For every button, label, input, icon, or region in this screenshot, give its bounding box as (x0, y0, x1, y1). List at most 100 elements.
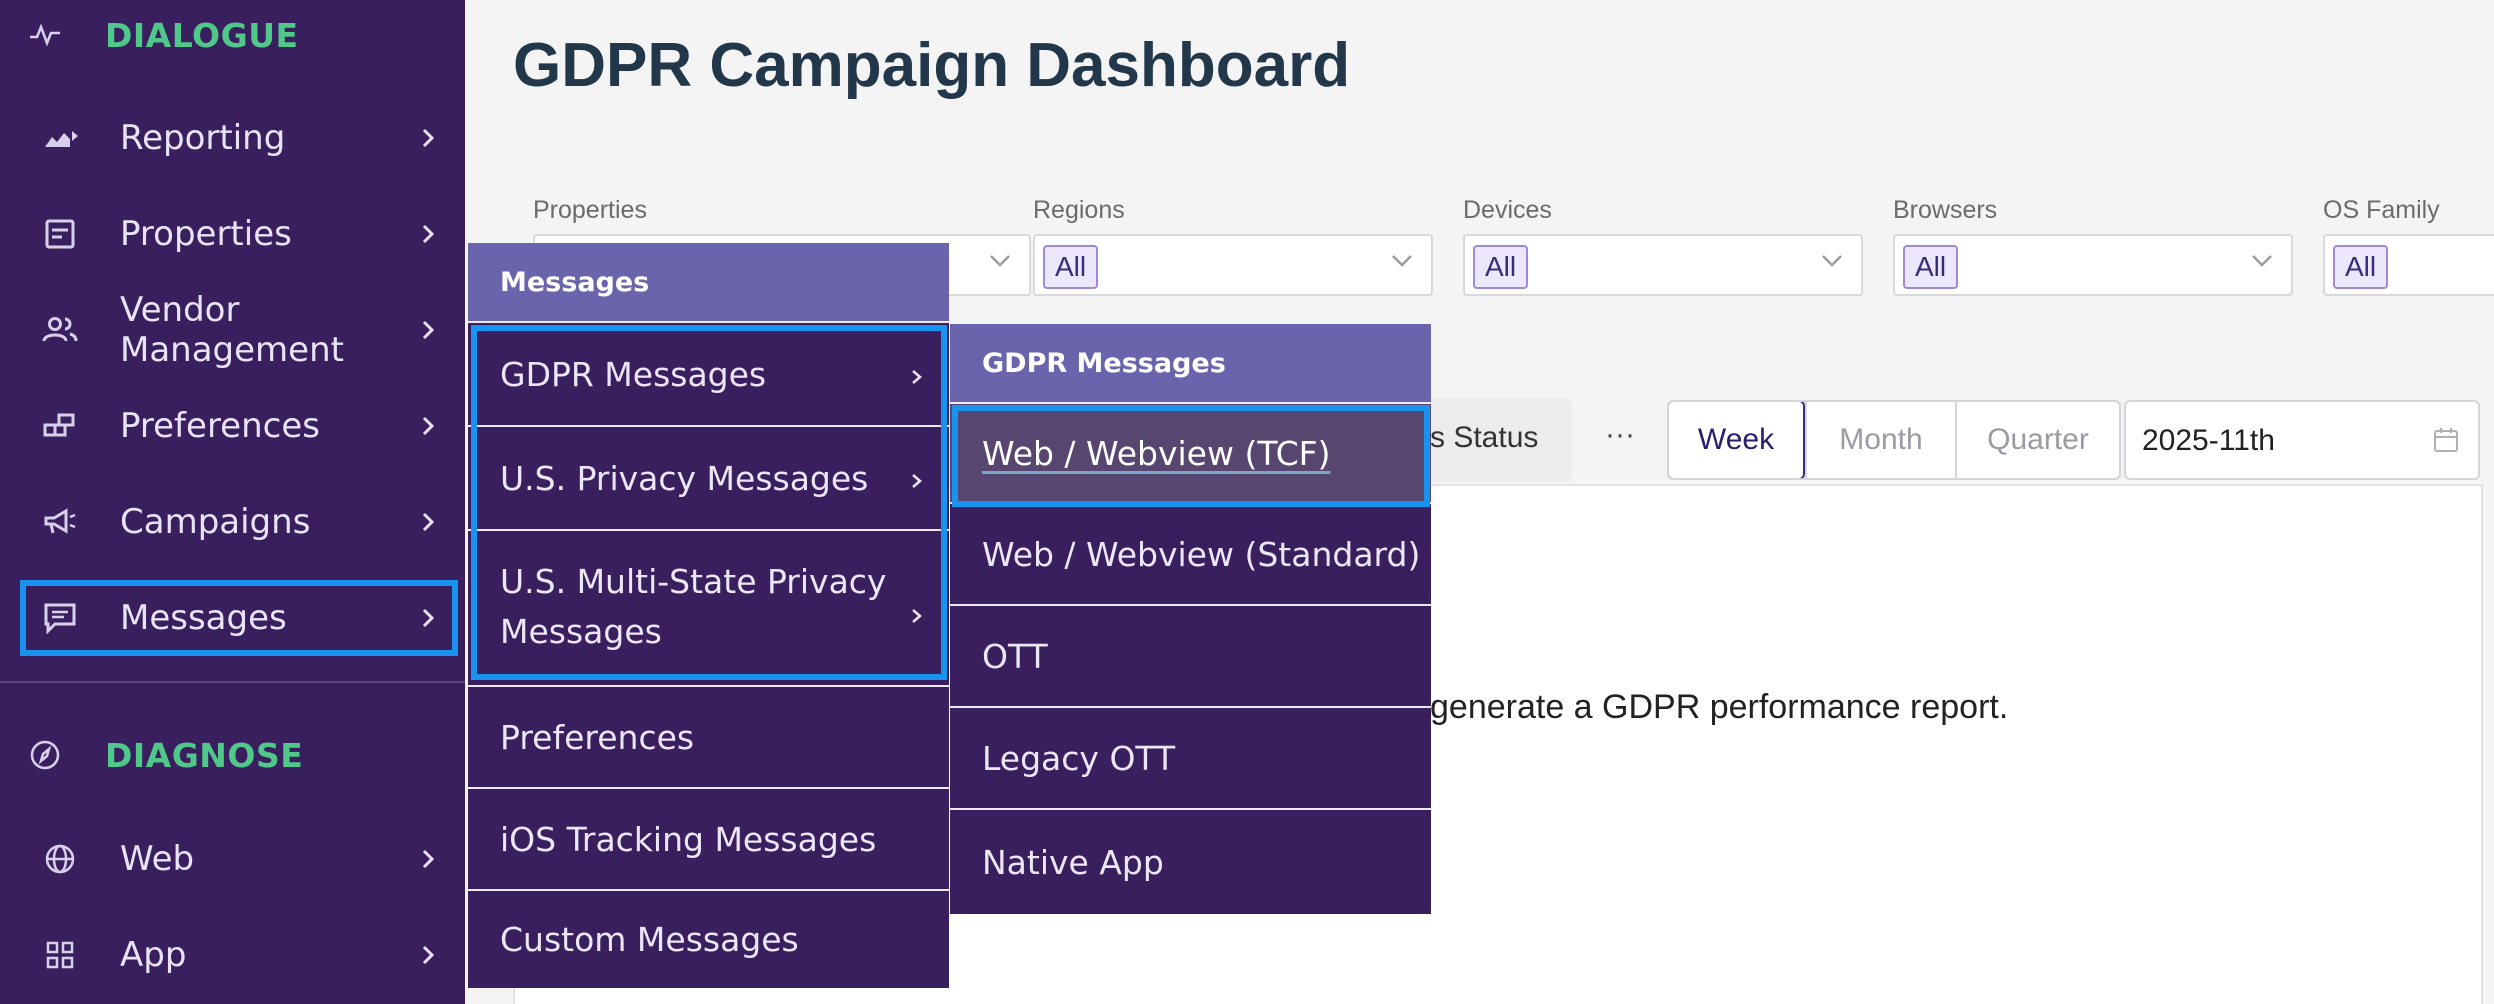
chevron-right-icon (911, 360, 923, 399)
date-value: 2025-11th (2142, 424, 2275, 457)
filter-label: Regions (1033, 196, 1125, 224)
sidebar-item-properties[interactable]: Properties (0, 189, 465, 279)
filter-browsers: Browsers All (1893, 196, 2293, 296)
message-icon (40, 598, 80, 638)
section-diagnose: DIAGNOSE (0, 720, 465, 790)
sidebar-item-label: Reporting (120, 118, 286, 158)
menu-item-label: Legacy OTT (982, 738, 1176, 778)
menu-item-ott[interactable]: OTT (950, 604, 1431, 706)
sidebar-item-web[interactable]: Web (0, 814, 465, 904)
menu-item-custom-messages[interactable]: Custom Messages (468, 889, 949, 988)
more-tabs-button[interactable]: ··· (1605, 418, 1635, 451)
sidebar-item-label: Properties (120, 214, 292, 254)
selected-tag: All (1903, 245, 1959, 289)
menu-item-label: Custom Messages (500, 920, 799, 959)
chevron-right-icon (418, 411, 438, 441)
os-family-select[interactable]: All (2323, 234, 2494, 296)
browsers-select[interactable]: All (1893, 234, 2293, 296)
chevron-right-icon (418, 844, 438, 874)
regions-select[interactable]: All (1033, 234, 1433, 296)
filter-devices: Devices All (1463, 196, 1863, 296)
sidebar-item-messages[interactable]: Messages (0, 573, 465, 663)
chevron-down-icon (1821, 254, 1843, 273)
chevron-right-icon (418, 507, 438, 537)
chevron-right-icon (911, 464, 923, 503)
section-dialogue: DIALOGUE (0, 0, 465, 70)
sidebar-item-reporting[interactable]: Reporting (0, 93, 465, 183)
chart-icon (40, 118, 80, 158)
menu-item-label-line1: U.S. Multi-State Privacy (500, 562, 887, 601)
devices-select[interactable]: All (1463, 234, 1863, 296)
menu-item-web-webview-standard[interactable]: Web / Webview (Standard) (950, 502, 1431, 604)
highlight-box (20, 580, 458, 656)
menu-item-label: Web / Webview (Standard) (982, 534, 1421, 574)
menu-header: Messages (468, 243, 949, 321)
menu-item-label: iOS Tracking Messages (500, 819, 877, 859)
menu-item-web-webview-tcf[interactable]: Web / Webview (TCF) (950, 402, 1431, 502)
menu-item-gdpr-messages[interactable]: GDPR Messages (468, 321, 949, 425)
chevron-right-icon (418, 603, 438, 633)
highlight-box (471, 325, 947, 680)
sidebar: DIALOGUE Reporting Properties Vendor Man… (0, 0, 465, 1004)
sidebar-item-label: Messages (120, 598, 287, 638)
sidebar-item-label: App (120, 935, 187, 975)
period-month-button[interactable]: Month (1805, 402, 1955, 478)
chevron-right-icon (418, 123, 438, 153)
filter-label: Properties (533, 196, 647, 224)
chevron-down-icon (1391, 254, 1413, 273)
sidebar-item-label: Preferences (120, 406, 320, 446)
compass-icon (24, 734, 66, 776)
date-picker[interactable]: 2025-11th (2124, 400, 2480, 480)
chevron-down-icon (2251, 254, 2273, 273)
chevron-down-icon (989, 254, 1011, 273)
chevron-right-icon (418, 940, 438, 970)
megaphone-icon (40, 502, 80, 542)
sidebar-item-label: Vendor Management (120, 290, 344, 370)
sidebar-item-vendor-management[interactable]: Vendor Management (0, 285, 465, 375)
app-grid-icon (40, 935, 80, 975)
filter-os-family: OS Family All (2323, 196, 2494, 296)
submenu-header: GDPR Messages (950, 324, 1431, 402)
menu-item-label: GDPR Messages (500, 354, 767, 394)
period-week-button[interactable]: Week (1669, 402, 1805, 478)
globe-icon (40, 839, 80, 879)
menu-item-preferences[interactable]: Preferences (468, 685, 949, 787)
section-title-dialogue: DIALOGUE (105, 15, 299, 55)
page-title: GDPR Campaign Dashboard (513, 31, 1351, 100)
chevron-right-icon (418, 315, 438, 345)
filter-label: OS Family (2323, 196, 2440, 224)
filter-label: Browsers (1893, 196, 1998, 224)
filter-label: Devices (1463, 196, 1552, 224)
menu-item-label: Preferences (500, 717, 695, 757)
selected-tag: All (2333, 245, 2389, 289)
tab-status[interactable]: rs Status (1420, 421, 1539, 454)
selected-tag: All (1473, 245, 1529, 289)
highlight-box (952, 405, 1430, 507)
period-quarter-button[interactable]: Quarter (1955, 402, 2119, 478)
calendar-icon (2432, 426, 2460, 459)
menu-item-us-multi-state-privacy-messages[interactable]: U.S. Multi-State Privacy Messages (468, 529, 949, 685)
menu-item-ios-tracking-messages[interactable]: iOS Tracking Messages (468, 787, 949, 889)
pulse-icon (24, 14, 66, 56)
filter-regions: Regions All (1033, 196, 1433, 296)
sidebar-item-label: Web (120, 839, 195, 879)
messages-menu: Messages GDPR Messages U.S. Privacy Mess… (468, 243, 949, 988)
gdpr-messages-menu: GDPR Messages Web / Webview (TCF) Web / … (950, 324, 1431, 914)
preferences-icon (40, 406, 80, 446)
users-icon (40, 310, 80, 350)
menu-item-label-line2: Messages (500, 612, 662, 651)
empty-state-hint: generate a GDPR performance report. (1430, 688, 2009, 726)
sidebar-item-campaigns[interactable]: Campaigns (0, 477, 465, 567)
sidebar-item-preferences[interactable]: Preferences (0, 381, 465, 471)
menu-item-us-privacy-messages[interactable]: U.S. Privacy Messages (468, 425, 949, 529)
chevron-right-icon (911, 594, 923, 644)
menu-item-native-app[interactable]: Native App (950, 808, 1431, 914)
menu-item-label: Native App (982, 842, 1164, 882)
sidebar-item-app[interactable]: App (0, 910, 465, 1000)
menu-item-label: Web / Webview (TCF) (982, 433, 1331, 473)
document-icon (40, 214, 80, 254)
menu-item-label: U.S. Privacy Messages (500, 458, 869, 498)
menu-item-legacy-ott[interactable]: Legacy OTT (950, 706, 1431, 808)
sidebar-divider (0, 681, 465, 683)
section-title-diagnose: DIAGNOSE (105, 735, 304, 775)
